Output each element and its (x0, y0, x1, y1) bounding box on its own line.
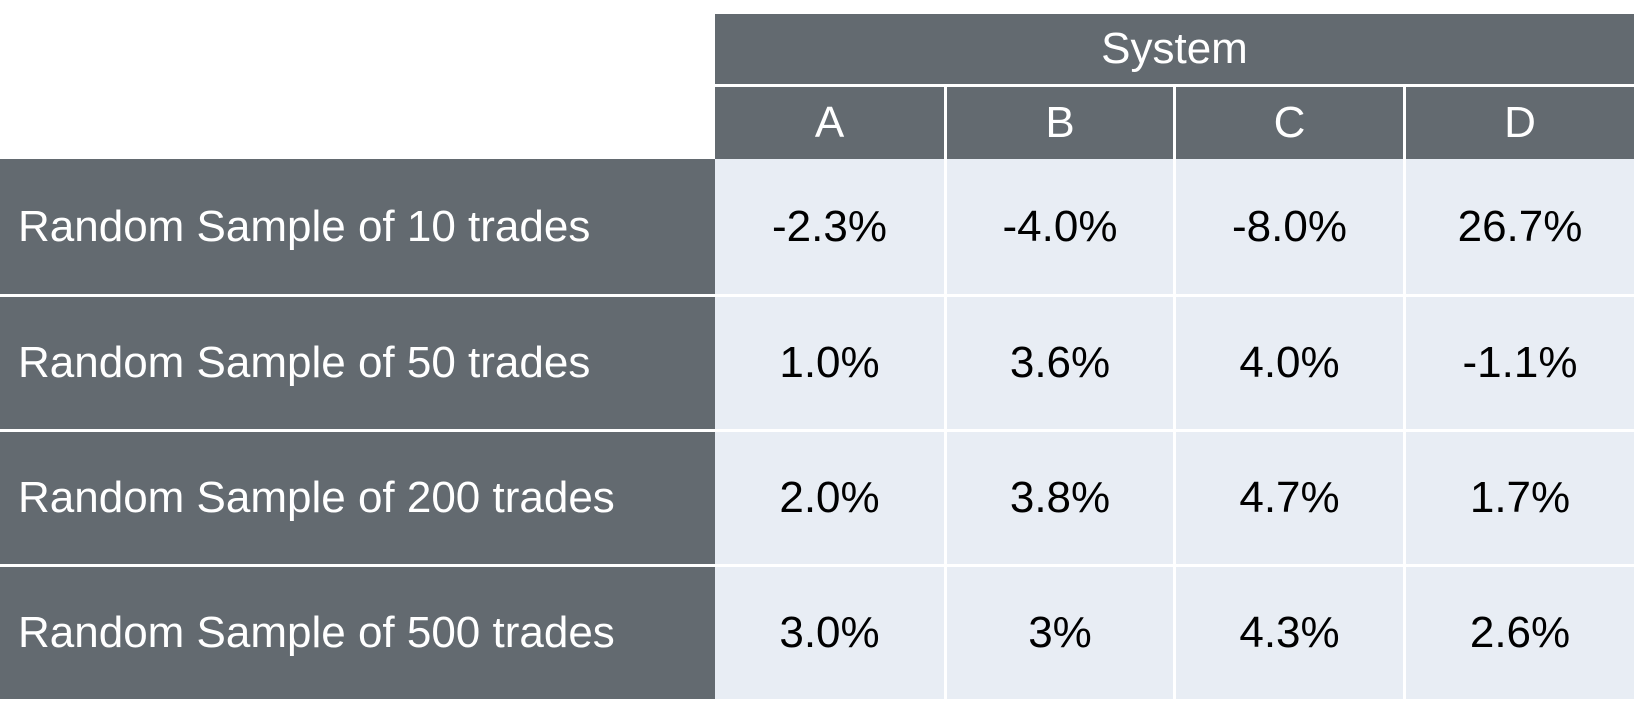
row-label-10-trades: Random Sample of 10 trades (0, 159, 715, 294)
row-label-500-trades: Random Sample of 500 trades (0, 564, 715, 699)
table-cell-r4-b: 3% (944, 564, 1173, 699)
corner-blank-lower (0, 87, 715, 159)
column-header-d: D (1403, 87, 1634, 159)
results-table: System A B C D Random Sample of 10 trade… (0, 14, 1634, 699)
row-label-50-trades: Random Sample of 50 trades (0, 294, 715, 429)
corner-blank (0, 14, 715, 87)
table-cell-r2-c: 4.0% (1173, 294, 1403, 429)
system-group-header: System (715, 14, 1634, 87)
table-cell-r4-d: 2.6% (1403, 564, 1634, 699)
table-cell-r2-b: 3.6% (944, 294, 1173, 429)
table-cell-r3-d: 1.7% (1403, 429, 1634, 564)
table-cell-r3-b: 3.8% (944, 429, 1173, 564)
table-cell-r2-d: -1.1% (1403, 294, 1634, 429)
table-cell-r1-d: 26.7% (1403, 159, 1634, 294)
row-label-200-trades: Random Sample of 200 trades (0, 429, 715, 564)
table-cell-r1-a: -2.3% (715, 159, 944, 294)
table-grid: System A B C D Random Sample of 10 trade… (0, 14, 1634, 699)
column-header-b: B (944, 87, 1173, 159)
table-cell-r4-c: 4.3% (1173, 564, 1403, 699)
table-cell-r2-a: 1.0% (715, 294, 944, 429)
column-header-c: C (1173, 87, 1403, 159)
table-cell-r3-c: 4.7% (1173, 429, 1403, 564)
table-cell-r4-a: 3.0% (715, 564, 944, 699)
table-cell-r1-b: -4.0% (944, 159, 1173, 294)
column-header-a: A (715, 87, 944, 159)
table-cell-r1-c: -8.0% (1173, 159, 1403, 294)
table-cell-r3-a: 2.0% (715, 429, 944, 564)
